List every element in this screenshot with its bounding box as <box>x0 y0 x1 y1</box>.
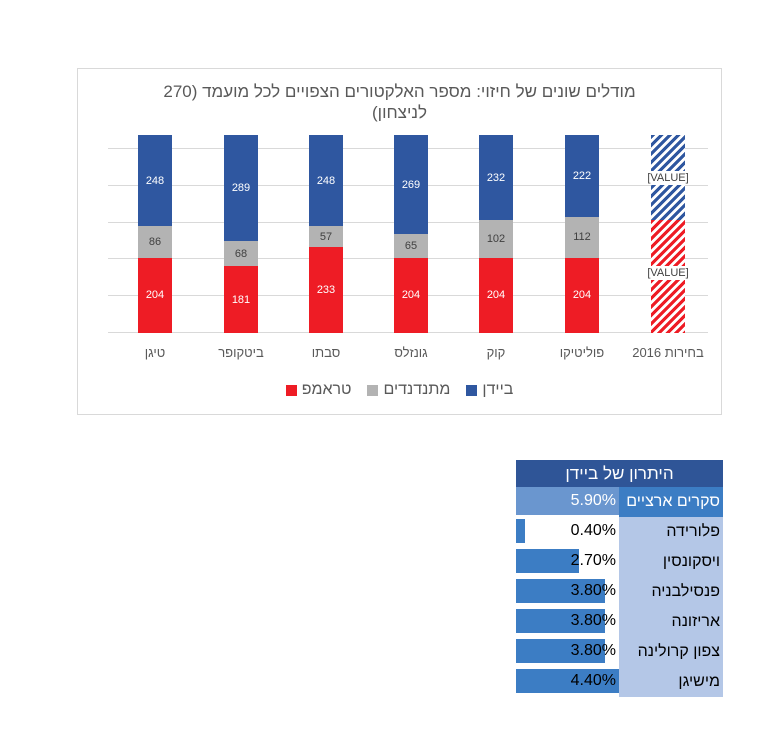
data-bar <box>516 549 580 573</box>
advantage-value: 3.80% <box>570 612 616 629</box>
bar-segment-trump: 204 <box>565 257 599 333</box>
electoral-chart: מודלים שונים של חיזוי: מספר האלקטורים הצ… <box>77 68 722 415</box>
bar-segment-trump: 204 <box>479 257 513 333</box>
legend-item: ביידן <box>466 381 513 399</box>
advantage-cell: 5.90% <box>516 487 619 517</box>
data-bar <box>516 609 605 633</box>
data-bar <box>516 579 605 603</box>
bar-segment-trump: 204 <box>138 257 172 333</box>
table-row: סקרים ארציים 5.90% <box>516 487 723 517</box>
legend-swatch-icon <box>367 384 379 396</box>
advantage-value: 3.80% <box>570 642 616 659</box>
legend-swatch-icon <box>285 384 297 396</box>
table-row: מישיגן 4.40% <box>516 667 723 697</box>
bar-segment-swing: 112 <box>565 216 599 258</box>
table-header: היתרון של ביידן <box>516 460 723 487</box>
advantage-cell: 3.80% <box>516 607 619 637</box>
data-bar <box>516 639 605 663</box>
category-label: קוק <box>486 345 506 360</box>
table-row: צפון קרולינה 3.80% <box>516 637 723 667</box>
legend-label: טראמפ <box>301 381 352 398</box>
bar-segment-biden: 269 <box>394 135 428 234</box>
bar-segment-biden: 222 <box>565 135 599 217</box>
category-label: סבתו <box>311 345 341 360</box>
bar-segment-biden: 232 <box>479 135 513 221</box>
advantage-value: 5.90% <box>570 492 616 509</box>
bar-2: 233 57 248 <box>309 135 343 333</box>
advantage-cell: 0.40% <box>516 517 619 547</box>
legend-label: מתנדנדים <box>383 381 451 398</box>
bar-segment-trump: 233 <box>309 247 343 333</box>
table-row: פנסילבניה 3.80% <box>516 577 723 607</box>
bar-3: 204 65 269 <box>394 135 428 333</box>
state-label: ויסקונסין <box>619 547 723 577</box>
bar-segment-swing: 68 <box>224 241 258 267</box>
bar-4: 204 102 232 <box>479 135 513 333</box>
bar-segment-swing: 102 <box>479 220 513 258</box>
bar-segment-swing: 65 <box>394 234 428 258</box>
legend-item: מתנדנדים <box>367 381 450 399</box>
chart-title: מודלים שונים של חיזוי: מספר האלקטורים הצ… <box>163 82 636 122</box>
table-row: ויסקונסין 2.70% <box>516 547 723 577</box>
state-label: מישיגן <box>619 667 723 697</box>
state-label: צפון קרולינה <box>619 637 723 667</box>
category-label: ביטקופר <box>218 345 264 360</box>
category-label: טיגן <box>144 345 166 360</box>
plot-area: 204 86 248 181 68 289 233 57 248 204 65 269 204 102 23… <box>108 135 708 333</box>
state-label: סקרים ארציים <box>619 487 723 517</box>
category-label: פוליטיקו <box>559 345 605 360</box>
bar-segment-trump: 204 <box>394 257 428 333</box>
state-label: פלורידה <box>619 517 723 547</box>
advantage-cell: 2.70% <box>516 547 619 577</box>
state-label: אריזונה <box>619 607 723 637</box>
bar-6: [VALUE] [VALUE] <box>639 135 697 333</box>
legend-item: טראמפ <box>285 381 352 399</box>
category-label: בחירות 2016 <box>632 345 704 360</box>
data-bar <box>516 487 619 515</box>
table-row: אריזונה 3.80% <box>516 607 723 637</box>
legend-label: ביידן <box>482 381 514 398</box>
advantage-value: 0.40% <box>570 522 616 539</box>
advantage-cell: 3.80% <box>516 577 619 607</box>
chart-legend: ביידן מתנדנדים טראמפ <box>78 381 721 399</box>
advantage-cell: 4.40% <box>516 667 619 697</box>
bar-segment-biden: 248 <box>138 135 172 227</box>
advantage-value: 2.70% <box>570 552 616 569</box>
data-bar <box>516 519 526 543</box>
state-label: פנסילבניה <box>619 577 723 607</box>
legend-swatch-icon <box>466 384 478 396</box>
bar-segment-swing: 86 <box>138 226 172 258</box>
biden-advantage-table: היתרון של ביידן סקרים ארציים 5.90% פלורידה… <box>516 460 723 697</box>
bar-0: 204 86 248 <box>138 135 172 333</box>
bar-segment-biden: 248 <box>309 135 343 227</box>
value-placeholder-label: [VALUE] <box>639 265 697 280</box>
bar-1: 181 68 289 <box>224 135 258 333</box>
bar-segment-biden: 289 <box>224 135 258 242</box>
data-bar <box>516 669 619 693</box>
table-row: פלורידה 0.40% <box>516 517 723 547</box>
advantage-cell: 3.80% <box>516 637 619 667</box>
advantage-value: 3.80% <box>570 582 616 599</box>
bar-segment-trump: 181 <box>224 266 258 333</box>
category-label: גונזלס <box>394 345 428 360</box>
bar-5: 204 112 222 <box>565 135 599 333</box>
bar-segment-swing: 57 <box>309 226 343 248</box>
advantage-value: 4.40% <box>570 672 616 689</box>
value-placeholder-label: [VALUE] <box>639 170 697 185</box>
